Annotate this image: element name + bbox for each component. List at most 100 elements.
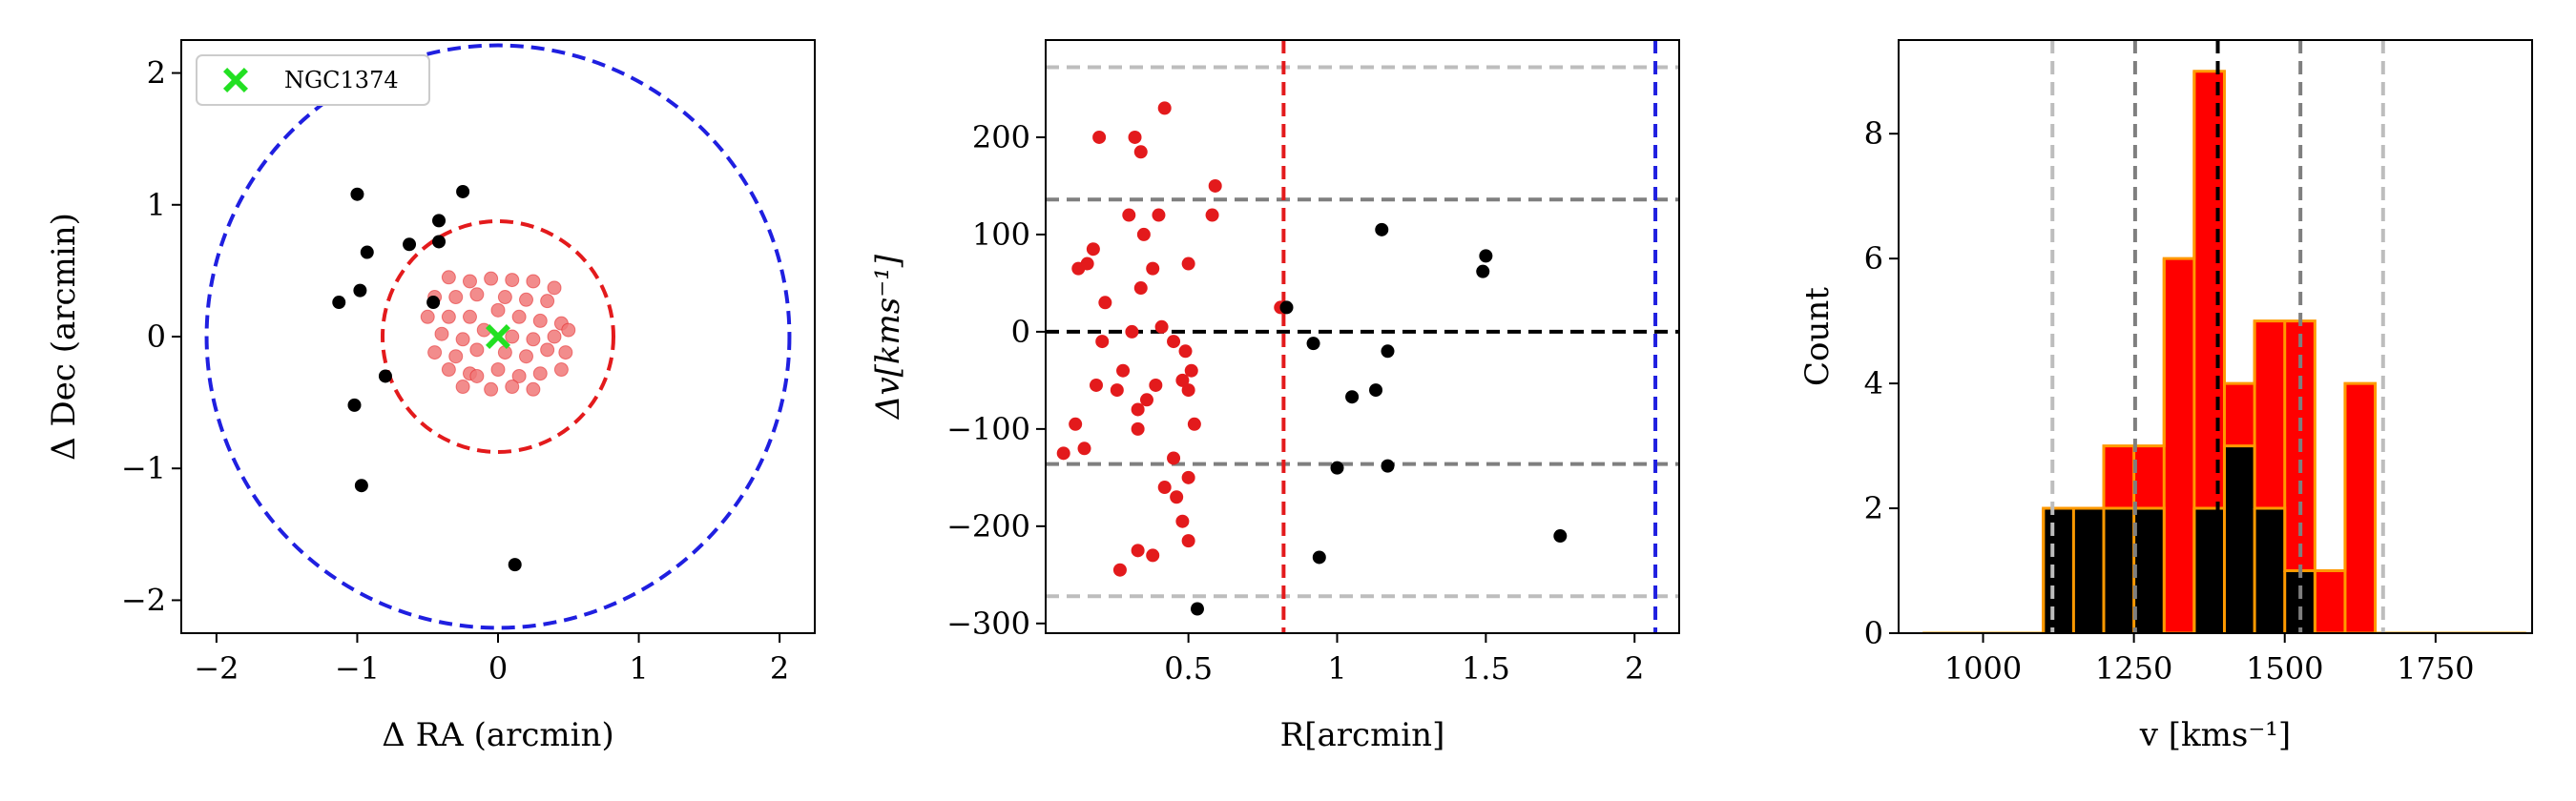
- y-tick-label: −100: [946, 411, 1030, 447]
- member-point: [1181, 257, 1195, 271]
- outlier-point: [1312, 550, 1326, 565]
- member-point: [1080, 257, 1094, 271]
- member-point: [1146, 261, 1160, 276]
- member-point: [526, 332, 541, 347]
- member-point: [462, 274, 477, 289]
- member-point: [558, 345, 573, 360]
- member-point: [505, 273, 520, 288]
- member-point: [1157, 481, 1172, 495]
- member-point: [526, 381, 541, 397]
- member-point: [511, 309, 527, 324]
- member-point: [484, 381, 499, 397]
- member-point: [1122, 208, 1136, 222]
- panel-velocity-radius-frame: [1045, 39, 1680, 634]
- y-tick-label: 100: [972, 216, 1030, 253]
- member-point: [1154, 319, 1169, 334]
- member-point: [1175, 514, 1190, 528]
- member-point: [1131, 421, 1145, 436]
- member-point: [1181, 383, 1195, 398]
- outlier-point: [1553, 529, 1568, 544]
- member-point: [1175, 373, 1190, 387]
- member-point: [1181, 470, 1195, 484]
- x-tick-label: 1.5: [1462, 650, 1510, 687]
- outlier-point: [1479, 249, 1493, 263]
- histogram-bar: [2254, 508, 2285, 633]
- member-point: [540, 342, 555, 358]
- member-point: [1181, 534, 1195, 548]
- histogram-bar: [2164, 258, 2194, 633]
- member-point: [441, 270, 456, 285]
- member-point: [1167, 451, 1181, 465]
- member-point: [1149, 378, 1163, 392]
- member-point: [1187, 417, 1201, 431]
- member-point: [1089, 378, 1103, 392]
- member-point: [1069, 417, 1083, 431]
- member-point: [1125, 324, 1139, 339]
- member-point: [448, 290, 464, 305]
- x-tick-label: 0: [488, 650, 508, 687]
- panel-velocity-histogram-frame: [1898, 39, 2533, 634]
- member-point: [1086, 242, 1100, 257]
- outlier-point: [350, 187, 364, 201]
- member-point: [1146, 548, 1160, 563]
- member-point: [427, 345, 443, 360]
- x-tick-label: 2: [770, 650, 789, 687]
- outlier-point: [1330, 461, 1344, 475]
- member-point: [1139, 393, 1153, 407]
- legend-x-marker: [223, 68, 248, 92]
- outlier-point: [1345, 390, 1360, 404]
- histogram-bar: [2344, 383, 2376, 633]
- legend-box: [196, 54, 430, 106]
- outlier-point: [360, 245, 374, 259]
- member-point: [540, 294, 555, 309]
- member-point: [1167, 335, 1181, 349]
- member-point: [497, 345, 512, 360]
- member-point: [1152, 208, 1166, 222]
- member-point: [547, 329, 562, 344]
- member-point: [1098, 296, 1112, 310]
- panel-sky-positions: −2 −1 0 1 2 −2 −1 0 1 2 Δ RA (arcmin) Δ Dec (arcm…: [45, 39, 816, 754]
- member-point: [469, 368, 485, 383]
- y-tick-label: 6: [1864, 240, 1883, 277]
- member-point: [532, 313, 548, 328]
- member-point: [1110, 383, 1124, 398]
- member-point: [469, 287, 485, 302]
- member-point: [1128, 130, 1142, 144]
- radius-circle: [381, 219, 615, 454]
- x-tick-label: 1000: [1944, 650, 2022, 687]
- outlier-point: [332, 296, 346, 310]
- member-point: [1092, 130, 1107, 144]
- outlier-point: [354, 479, 368, 493]
- x-tick-label: 1750: [2397, 650, 2474, 687]
- x-tick-label: 1500: [2246, 650, 2323, 687]
- y-tick-label: 2: [147, 55, 166, 92]
- member-point: [561, 322, 576, 338]
- x-tick-label: 1250: [2095, 650, 2172, 687]
- outlier-point: [1306, 337, 1320, 351]
- member-point: [462, 309, 477, 324]
- panel-velocity-radius-xlabel: R[arcmin]: [1280, 716, 1445, 754]
- histogram-bar: [2133, 508, 2165, 633]
- member-point: [1205, 208, 1219, 222]
- x-tick-label: −1: [335, 650, 380, 687]
- outlier-point: [508, 558, 522, 572]
- histogram-bar: [2073, 508, 2105, 633]
- histogram-outliers: [1922, 444, 2526, 633]
- panel-velocity-radius-ylabel: Δv[kms⁻¹]: [869, 254, 907, 421]
- y-tick-label: 0: [1864, 615, 1883, 651]
- outlier-point: [1375, 222, 1389, 236]
- histogram-bar: [2104, 508, 2134, 633]
- member-point: [526, 274, 541, 289]
- member-point: [1157, 101, 1172, 115]
- histogram-bar: [2193, 508, 2225, 633]
- outlier-point: [1279, 300, 1294, 315]
- member-point: [1077, 442, 1091, 456]
- member-point: [1095, 335, 1110, 349]
- member-point: [1131, 544, 1145, 558]
- outlier-point: [1476, 264, 1490, 278]
- member-point: [519, 349, 534, 364]
- outlier-point: [347, 398, 362, 412]
- outlier-point: [432, 214, 447, 228]
- y-tick-label: −2: [121, 582, 166, 618]
